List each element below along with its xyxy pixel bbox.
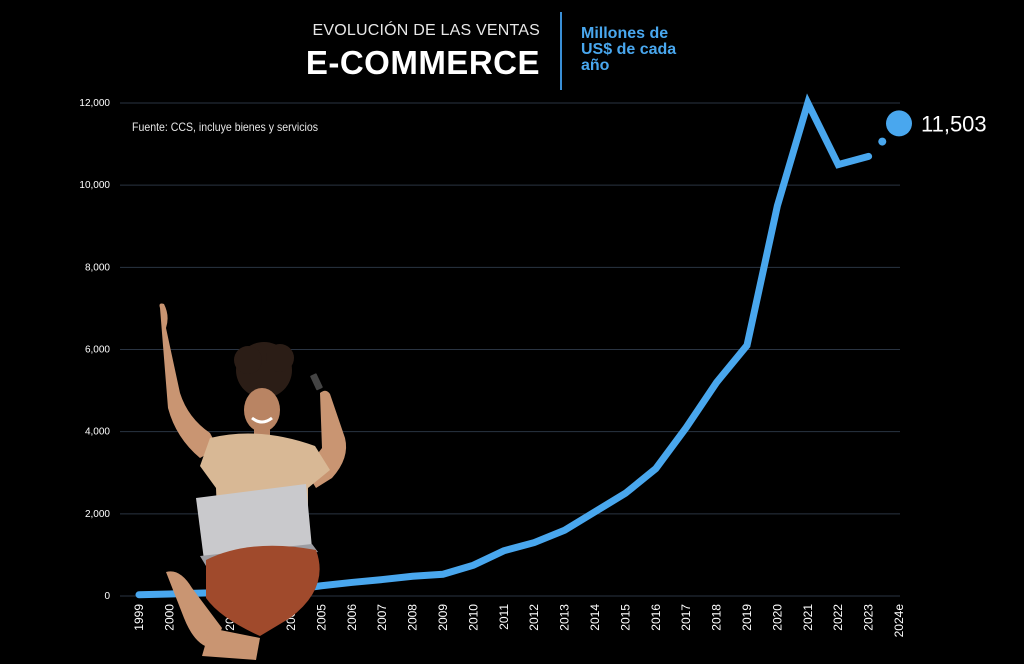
chart-header: EVOLUCIÓN DE LAS VENTAS E-COMMERCE Millo… (0, 0, 1024, 100)
x-tick-label: 2016 (649, 604, 663, 631)
x-tick-label: 2014 (588, 604, 602, 631)
y-tick-label: 12,000 (79, 98, 110, 109)
y-tick-label: 10,000 (79, 180, 110, 191)
x-tick-label: 2009 (436, 604, 450, 631)
y-tick-label: 8,000 (85, 262, 110, 273)
x-tick-label: 2008 (406, 604, 420, 631)
x-tick-label: 2024e (892, 604, 906, 638)
units-label: Millones de US$ de cada año (581, 25, 677, 74)
header-divider (560, 12, 562, 90)
chart-subtitle: EVOLUCIÓN DE LAS VENTAS (312, 22, 540, 39)
x-tick-label: 2022 (831, 604, 845, 631)
source-note: Fuente: CCS, incluye bienes y servicios (132, 120, 319, 134)
chart-title: E-COMMERCE (305, 44, 540, 81)
x-tick-label: 2019 (740, 604, 754, 631)
x-tick-label: 2013 (558, 604, 572, 631)
x-tick-label: 2020 (770, 604, 784, 631)
x-tick-label: 2005 (314, 604, 328, 631)
x-tick-label: 2012 (527, 604, 541, 631)
x-tick-label: 2011 (497, 604, 511, 630)
y-tick-label: 4,000 (85, 427, 110, 438)
y-tick-label: 2,000 (85, 509, 110, 520)
x-tick-label: 2006 (345, 604, 359, 631)
x-tick-label: 2018 (710, 604, 724, 631)
woman-with-laptop-illustration (159, 303, 347, 660)
x-tick-label: 2015 (618, 604, 632, 631)
highlight-point (886, 110, 912, 137)
data-label-2024e: 11,503 (921, 111, 987, 136)
connector-dot (878, 137, 887, 146)
x-tick-label: 2007 (375, 604, 389, 631)
y-tick-label: 0 (104, 591, 110, 602)
x-tick-label: 1999 (132, 604, 146, 631)
x-tick-label: 2023 (862, 604, 876, 631)
x-tick-label: 2021 (801, 604, 815, 631)
x-tick-label: 2017 (679, 604, 693, 631)
y-tick-label: 6,000 (85, 345, 110, 356)
x-tick-label: 2010 (466, 604, 480, 631)
x-tick-label: 2000 (162, 604, 176, 631)
